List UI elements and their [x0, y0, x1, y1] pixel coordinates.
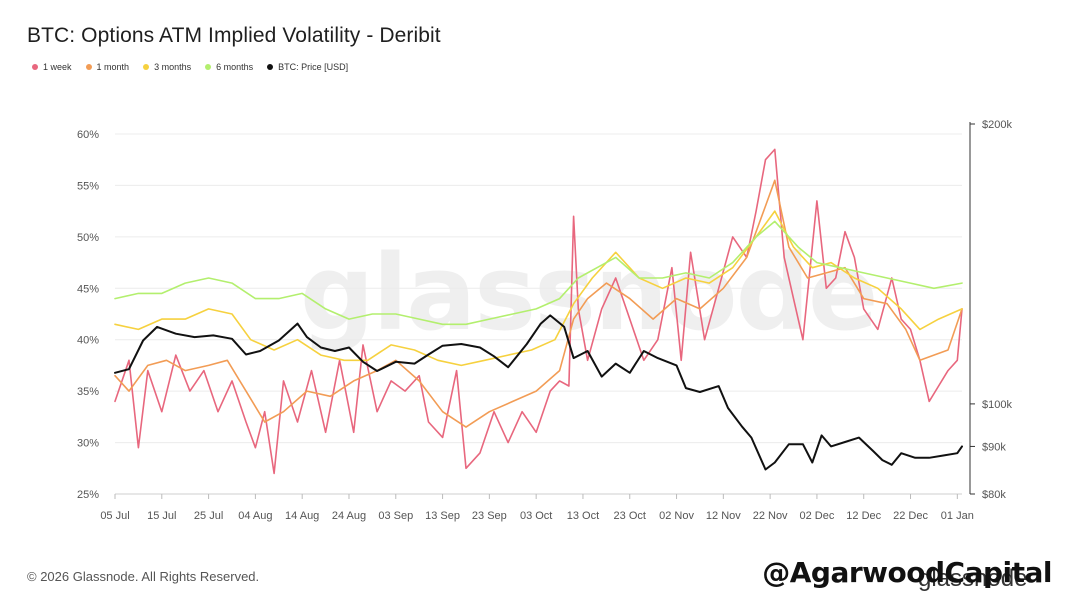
- x-tick-label: 25 Jul: [194, 510, 223, 522]
- legend-label: 3 months: [154, 62, 192, 72]
- legend-dot-icon: [143, 64, 150, 70]
- x-tick-label: 15 Jul: [147, 510, 176, 522]
- x-tick-label: 01 Jan: [941, 510, 974, 522]
- legend-label: 1 week: [43, 62, 72, 72]
- x-tick-label: 02 Dec: [800, 510, 835, 522]
- x-tick-label: 23 Oct: [614, 510, 646, 522]
- legend-dot-icon: [32, 64, 38, 70]
- x-tick-label: 13 Sep: [425, 510, 460, 522]
- legend-item[interactable]: 3 months: [143, 62, 191, 72]
- chart-legend: 1 week 1 month 3 months 6 months BTC: Price …: [32, 62, 348, 72]
- brand-handle: @AgarwoodCapital: [762, 556, 1052, 589]
- legend-dot-icon: [85, 64, 92, 70]
- series-line-2: [114, 179, 963, 428]
- y-right-tick-label: $90k: [982, 441, 1006, 453]
- x-tick-label: 04 Aug: [238, 510, 272, 522]
- watermark-logo: glassnode: [300, 232, 879, 354]
- x-tick-label: 14 Aug: [285, 510, 319, 522]
- legend-item[interactable]: 6 months: [205, 62, 253, 72]
- x-tick-label: 22 Dec: [893, 510, 928, 522]
- x-tick-label: 02 Nov: [659, 510, 694, 522]
- legend-label: BTC: Price [USD]: [278, 62, 349, 72]
- x-tick-label: 03 Sep: [378, 510, 413, 522]
- x-tick-label: 13 Oct: [567, 510, 599, 522]
- y-right-tick-label: $200k: [982, 119, 1012, 131]
- copyright-text: © 2026 Glassnode. All Rights Reserved.: [27, 569, 260, 584]
- x-tick-label: 24 Aug: [332, 510, 366, 522]
- series-line-1: [114, 148, 963, 475]
- y-left-tick-label: 50%: [77, 232, 99, 244]
- legend-dot-icon: [205, 64, 212, 70]
- legend-item[interactable]: 1 week: [32, 62, 72, 72]
- y-left-tick-label: 40%: [77, 335, 99, 347]
- x-tick-label: 05 Jul: [100, 510, 129, 522]
- legend-item[interactable]: BTC: Price [USD]: [267, 62, 348, 72]
- legend-label: 1 month: [96, 62, 130, 72]
- legend-dot-icon: [267, 64, 274, 70]
- glassnode-logo: glassnode: [918, 565, 1028, 592]
- y-left-tick-label: 30%: [77, 438, 99, 450]
- y-left-tick-label: 45%: [77, 283, 99, 295]
- x-tick-label: 03 Oct: [520, 510, 552, 522]
- y-left-tick-label: 60%: [77, 129, 99, 141]
- y-right-tick-label: $100k: [982, 399, 1012, 411]
- x-tick-label: 12 Dec: [846, 510, 881, 522]
- chart-title: BTC: Options ATM Implied Volatility - De…: [27, 24, 441, 47]
- y-left-tick-label: 35%: [77, 386, 99, 398]
- legend-item[interactable]: 1 month: [85, 62, 130, 72]
- y-left-tick-label: 25%: [77, 489, 99, 501]
- legend-label: 6 months: [216, 62, 254, 72]
- y-right-tick-label: $80k: [982, 489, 1006, 501]
- y-left-tick-label: 55%: [77, 180, 99, 192]
- series-line-4: [114, 220, 963, 326]
- x-tick-label: 22 Nov: [753, 510, 788, 522]
- series-line-5: [114, 314, 963, 471]
- x-tick-label: 12 Nov: [706, 510, 741, 522]
- x-tick-label: 23 Sep: [472, 510, 507, 522]
